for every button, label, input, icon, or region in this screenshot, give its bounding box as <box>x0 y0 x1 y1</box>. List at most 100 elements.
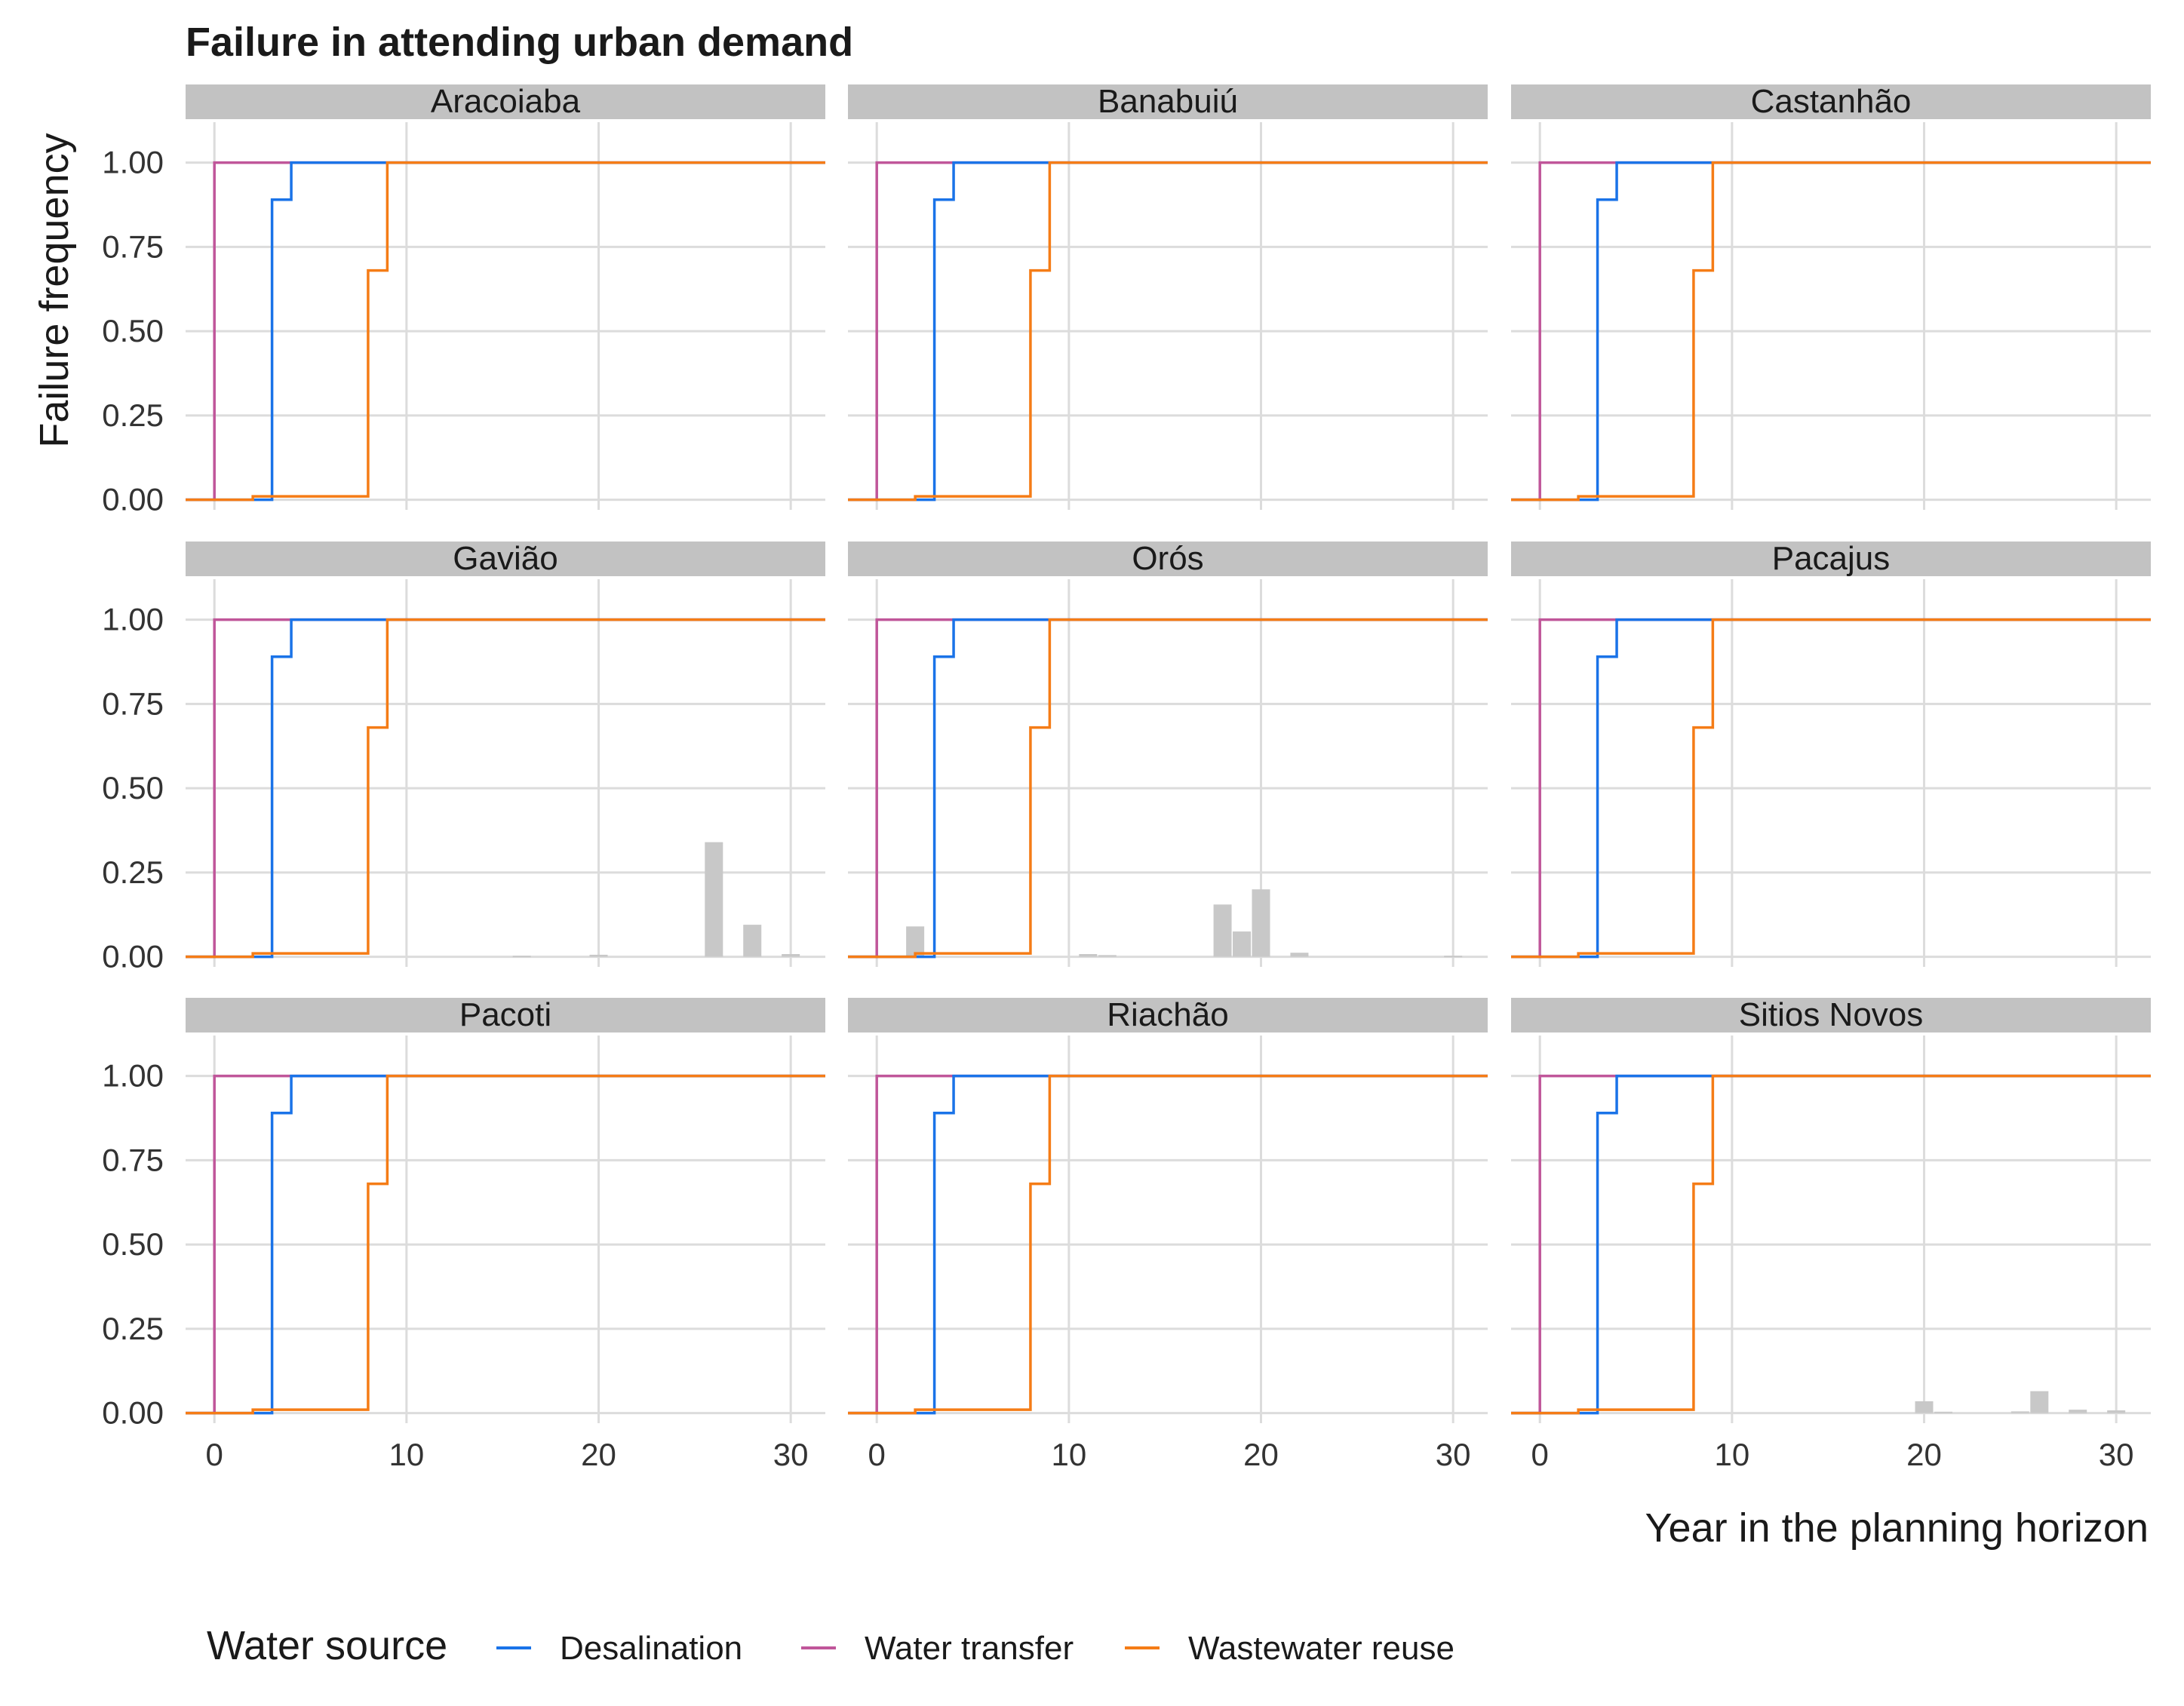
panel: Pacoti 0.00 0.25 0.50 0.75 1.00 0 10 20 30 <box>102 996 825 1472</box>
y-tick-label: 0.50 <box>102 770 164 805</box>
failure-bar <box>1252 889 1270 957</box>
series-line-wastewater-reuse <box>848 1074 1488 1415</box>
panel: Sitios Novos 0 10 20 30 <box>1511 996 2151 1472</box>
panel-strip <box>186 542 825 576</box>
panel-strip-label: Orós <box>1132 540 1203 577</box>
panel-strip <box>186 84 825 119</box>
panel: Aracoiaba 0.00 0.25 0.50 0.75 1.00 <box>102 83 825 517</box>
y-axis-title: Failure frequency <box>32 133 77 447</box>
failure-bar <box>512 956 531 958</box>
series-line-desalination <box>186 1074 825 1415</box>
failure-bar <box>1098 955 1117 957</box>
x-axis-title: Year in the planning horizon <box>1645 1505 2149 1551</box>
y-tick-label: 0.00 <box>102 939 164 974</box>
legend: Water source Desalination Water transfer W… <box>207 1623 1454 1668</box>
y-tick-label: 1.00 <box>102 602 164 637</box>
series-line-desalination <box>1511 1074 2151 1415</box>
y-tick-label: 0.25 <box>102 855 164 890</box>
panel-strip-label: Sitios Novos <box>1739 996 1924 1033</box>
legend-label: Wastewater reuse <box>1188 1630 1454 1667</box>
series-line-desalination <box>848 1074 1488 1415</box>
panel-strip <box>848 84 1488 119</box>
x-tick-label: 30 <box>1436 1437 1471 1472</box>
failure-bar <box>1934 1411 1952 1413</box>
x-tick-label: 10 <box>389 1437 424 1472</box>
x-tick-label: 30 <box>773 1437 809 1472</box>
panel-strip-label: Pacoti <box>459 996 551 1033</box>
x-tick-label: 0 <box>1531 1437 1549 1472</box>
x-tick-label: 10 <box>1051 1437 1086 1472</box>
x-tick-label: 0 <box>206 1437 223 1472</box>
failure-bar <box>2030 1391 2049 1413</box>
panel-strip-label: Banabuiú <box>1098 83 1238 120</box>
series-line-wastewater-reuse <box>848 161 1488 502</box>
x-tick-label: 20 <box>1906 1437 1942 1472</box>
panel-strip-label: Riachão <box>1107 996 1228 1033</box>
failure-bar <box>743 925 762 957</box>
y-tick-label: 0.50 <box>102 313 164 348</box>
y-tick-label: 0.75 <box>102 1142 164 1177</box>
y-tick-label: 0.75 <box>102 686 164 721</box>
series-line-desalination <box>186 618 825 959</box>
series-line-desalination <box>1511 618 2151 959</box>
y-tick-label: 1.00 <box>102 1058 164 1094</box>
y-tick-label: 0.75 <box>102 229 164 264</box>
failure-bar <box>1079 954 1098 957</box>
y-tick-label: 1.00 <box>102 145 164 180</box>
chart-title: Failure in attending urban demand <box>186 20 853 65</box>
legend-label: Desalination <box>560 1630 742 1667</box>
series-line-wastewater-reuse <box>1511 161 2151 502</box>
failure-bar <box>2107 1410 2126 1413</box>
failure-bar <box>782 954 800 957</box>
panel: Orós <box>848 540 1488 967</box>
failure-bar <box>2069 1410 2087 1413</box>
series-line-desalination <box>186 161 825 502</box>
panel-strip <box>1511 542 2151 576</box>
y-tick-label: 0.50 <box>102 1226 164 1262</box>
y-tick-label: 0.25 <box>102 397 164 433</box>
panel: Gavião 0.00 0.25 0.50 0.75 1.00 <box>102 540 825 974</box>
series-line-wastewater-reuse <box>1511 618 2151 959</box>
failure-bar <box>589 954 608 957</box>
failure-bar <box>1915 1401 1934 1413</box>
x-tick-label: 0 <box>868 1437 886 1472</box>
x-tick-label: 20 <box>1243 1437 1279 1472</box>
y-tick-label: 0.25 <box>102 1311 164 1346</box>
failure-bar <box>2010 1411 2029 1413</box>
series-line-wastewater-reuse <box>1511 1074 2151 1415</box>
panel-strip-label: Aracoiaba <box>431 83 581 120</box>
panel-strip <box>848 542 1488 576</box>
series-line-wastewater-reuse <box>186 618 825 959</box>
panel-strip <box>848 998 1488 1032</box>
x-tick-label: 30 <box>2099 1437 2134 1472</box>
panel-strip <box>1511 84 2151 119</box>
series-line-wastewater-reuse <box>848 618 1488 959</box>
failure-bar <box>1213 904 1232 957</box>
panel: Castanhão <box>1511 83 2151 510</box>
series-line-wastewater-reuse <box>186 161 825 502</box>
series-line-desalination <box>848 618 1488 959</box>
failure-bar <box>705 842 723 957</box>
x-tick-label: 10 <box>1714 1437 1749 1472</box>
panel-strip <box>1511 998 2151 1032</box>
panel-strip <box>186 998 825 1032</box>
failure-bar <box>1444 956 1463 958</box>
panel: Banabuiú <box>848 83 1488 510</box>
failure-bar <box>1233 931 1252 957</box>
series-line-desalination <box>1511 161 2151 502</box>
legend-title: Water source <box>207 1623 447 1668</box>
series-line-desalination <box>848 161 1488 502</box>
y-tick-label: 0.00 <box>102 1395 164 1431</box>
panel: Pacajus <box>1511 540 2151 967</box>
failure-bar <box>906 926 925 957</box>
series-line-wastewater-reuse <box>186 1074 825 1415</box>
panel-grid: Aracoiaba 0.00 0.25 0.50 0.75 1.00 Banabuiú Cas… <box>102 83 2151 1472</box>
legend-label: Water transfer <box>865 1630 1074 1667</box>
x-tick-label: 20 <box>581 1437 616 1472</box>
y-tick-label: 0.00 <box>102 482 164 517</box>
panel: Riachão 0 10 20 30 <box>848 996 1488 1472</box>
panel-strip-label: Gavião <box>453 540 558 577</box>
panel-strip-label: Castanhão <box>1751 83 1912 120</box>
failure-bar <box>1290 953 1309 957</box>
